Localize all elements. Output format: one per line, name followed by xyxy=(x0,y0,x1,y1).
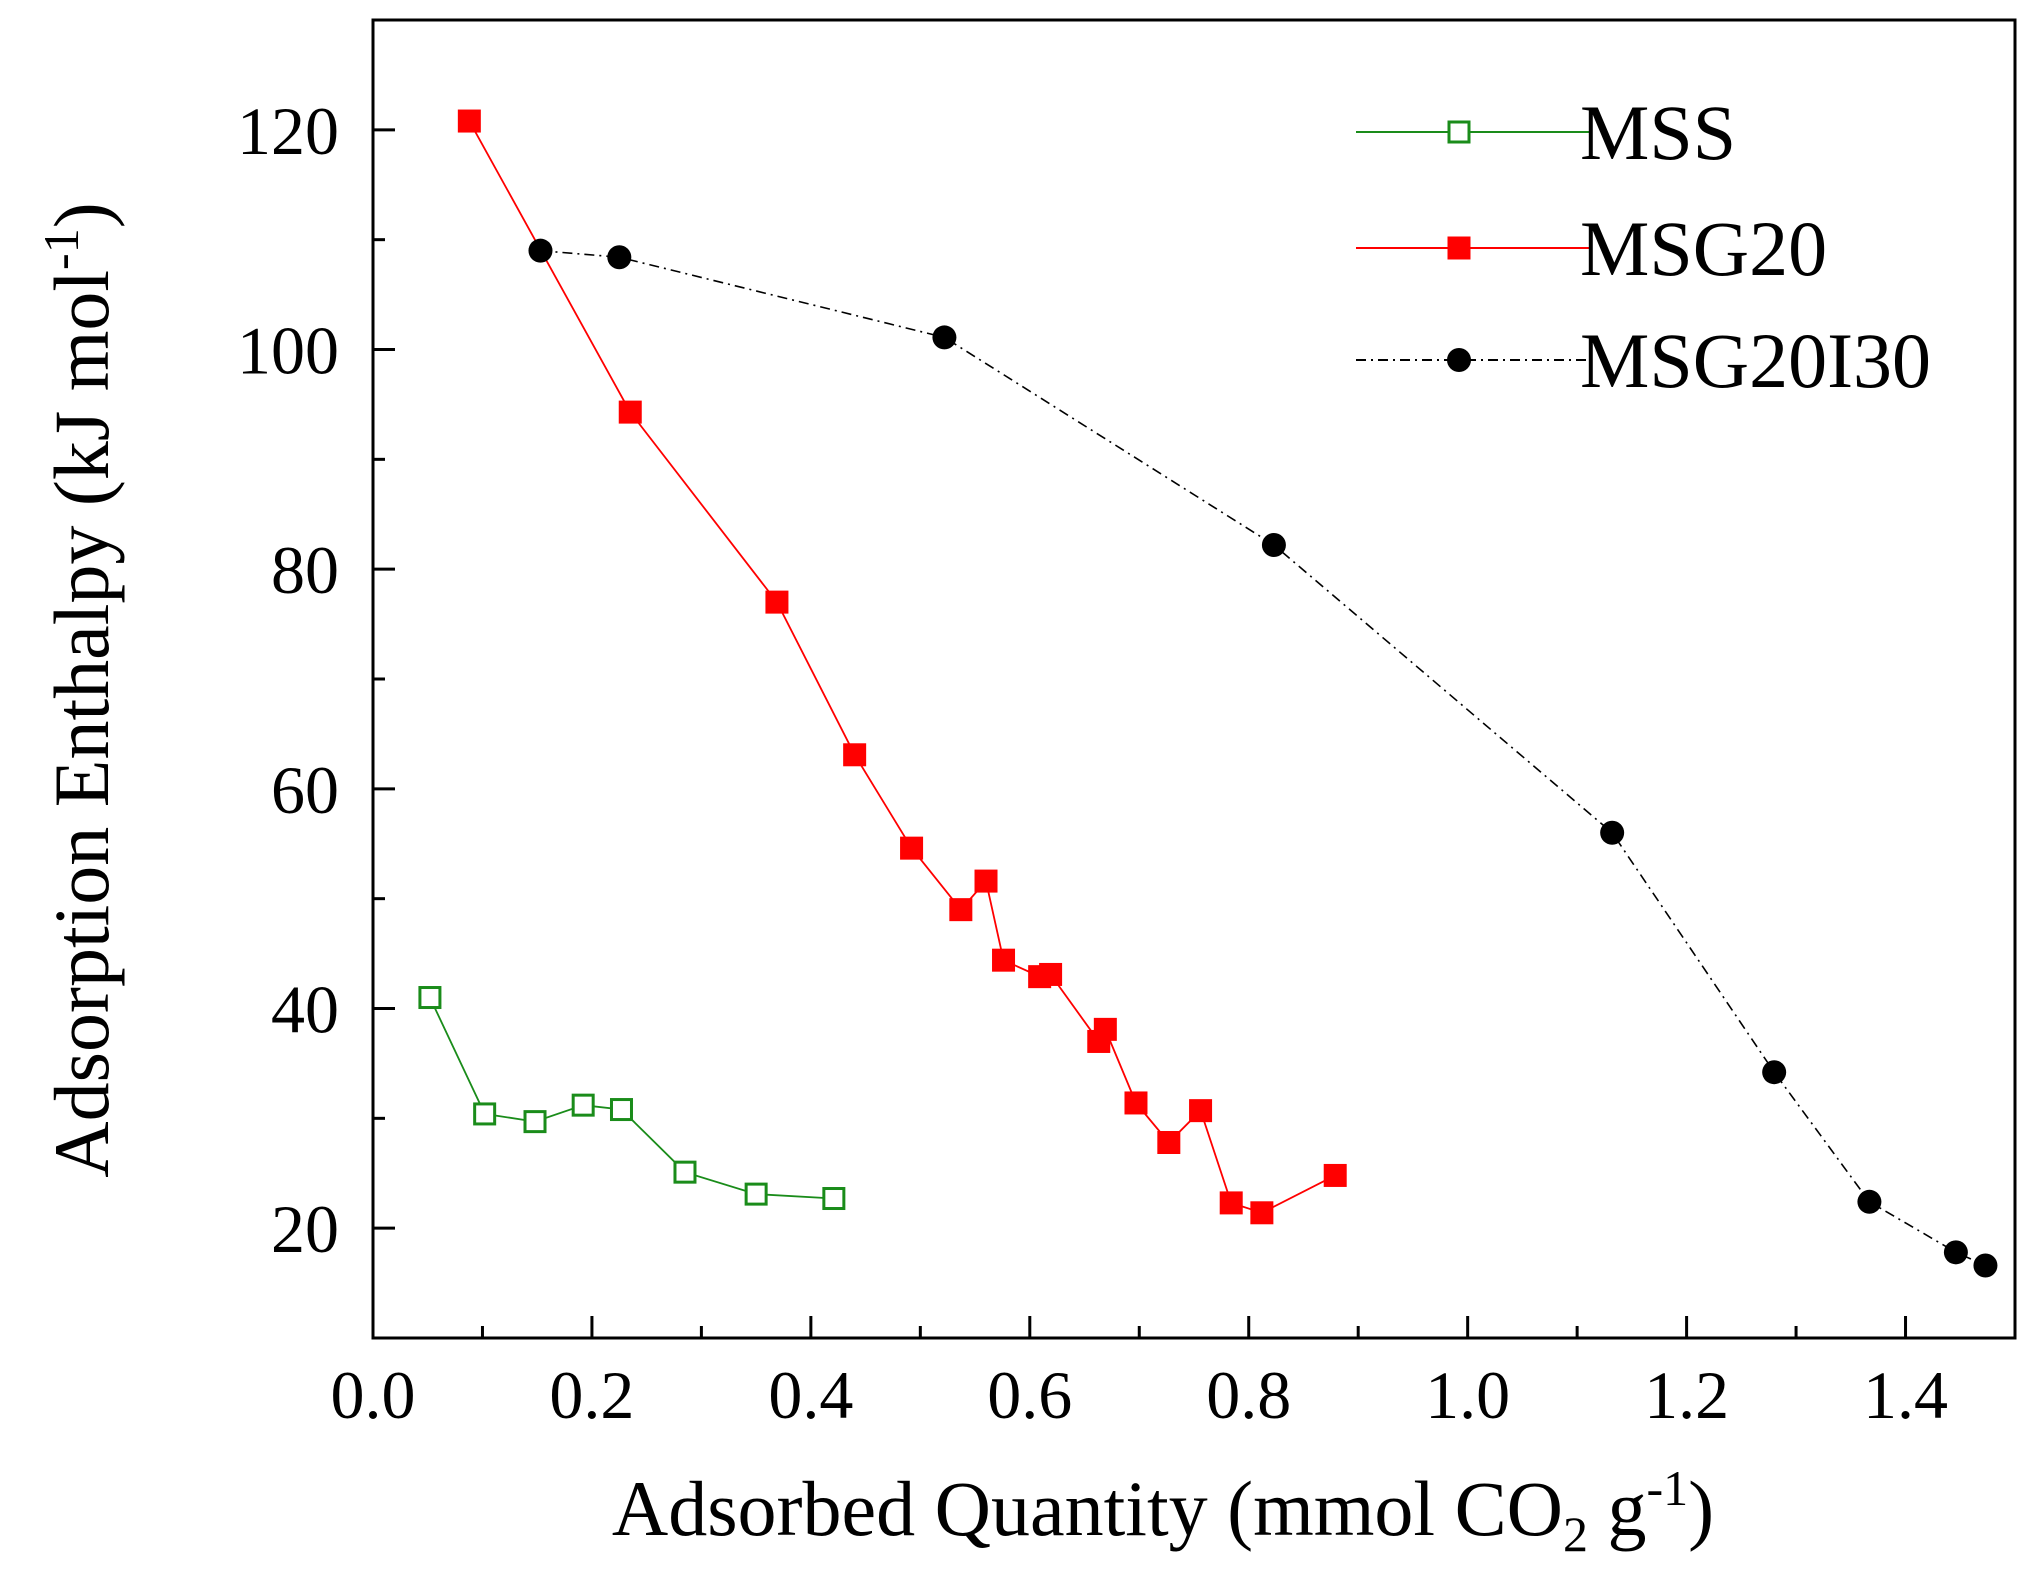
legend-label-msg20: MSG20 xyxy=(1580,205,1827,292)
data-point-msg20 xyxy=(765,590,789,614)
data-point-msg20i30 xyxy=(528,238,553,263)
legend-marker-mss xyxy=(1447,120,1471,144)
data-point-msg20i30 xyxy=(607,245,632,270)
data-point-msg20 xyxy=(1039,962,1063,986)
data-point-msg20 xyxy=(1219,1191,1243,1215)
x-tick-label: 0.4 xyxy=(768,1357,853,1433)
legend-marker-msg20i30 xyxy=(1447,348,1471,372)
data-point-msg20 xyxy=(457,109,481,133)
data-point-msg20 xyxy=(949,898,973,922)
data-point-msg20i30 xyxy=(932,325,957,350)
data-point-mss xyxy=(571,1093,595,1117)
x-tick-label: 0.0 xyxy=(331,1357,416,1433)
data-point-mss xyxy=(523,1110,547,1134)
y-tick-label: 40 xyxy=(271,972,339,1048)
data-point-msg20i30 xyxy=(1943,1240,1968,1265)
y-tick-label: 80 xyxy=(271,532,339,608)
x-axis-title-superscript: -1 xyxy=(1646,1460,1688,1516)
x-tick-label: 0.8 xyxy=(1206,1357,1291,1433)
data-point-mss xyxy=(822,1187,846,1211)
x-tick-label: 0.2 xyxy=(549,1357,634,1433)
series-msg20 xyxy=(457,109,1347,1225)
data-point-msg20 xyxy=(1323,1163,1347,1187)
data-point-msg20 xyxy=(974,869,998,893)
x-axis-title: Adsorbed Quantity (mmol CO2 g-1) xyxy=(612,1460,1714,1562)
data-point-mss xyxy=(744,1182,768,1206)
data-point-msg20 xyxy=(900,836,924,860)
legend-label-msg20i30: MSG20I30 xyxy=(1580,317,1931,404)
x-axis-title-subscript: 2 xyxy=(1563,1506,1588,1562)
data-point-msg20i30 xyxy=(1857,1189,1882,1214)
legend-label-mss: MSS xyxy=(1580,89,1736,176)
data-point-msg20 xyxy=(1250,1201,1274,1225)
x-tick-label: 0.6 xyxy=(987,1357,1072,1433)
series-line-msg20 xyxy=(468,120,1336,1214)
x-axis-title-end: ) xyxy=(1688,1465,1714,1552)
legend-marker-msg20 xyxy=(1447,236,1471,260)
data-point-msg20 xyxy=(1124,1091,1148,1115)
series-line-mss xyxy=(429,997,834,1200)
y-tick-label: 60 xyxy=(271,752,339,828)
data-point-msg20 xyxy=(1157,1130,1181,1154)
y-axis-title-end: ) xyxy=(38,202,125,228)
series-layer xyxy=(418,109,1998,1278)
data-point-mss xyxy=(673,1160,697,1184)
x-tick-label: 1.4 xyxy=(1863,1357,1948,1433)
x-axis-title-mid: g xyxy=(1588,1465,1647,1552)
data-point-msg20i30 xyxy=(1600,820,1625,845)
y-axis-title: Adsorption Enthalpy (kJ mol-1) xyxy=(33,202,125,1177)
y-tick-label: 120 xyxy=(237,93,339,169)
legend: MSS MSG20 MSG20I30 xyxy=(1356,89,1931,404)
y-axis-title-main: Adsorption Enthalpy (kJ mol xyxy=(38,270,125,1178)
data-point-mss xyxy=(473,1102,497,1126)
axis-ticks: 0.0 0.2 0.4 0.6 0.8 1.0 1.2 1.4 20 40 60 80 100 120 xyxy=(237,93,1948,1433)
series-mss xyxy=(418,986,846,1211)
x-tick-label: 1.0 xyxy=(1425,1357,1510,1433)
data-point-mss xyxy=(609,1098,633,1122)
data-point-mss xyxy=(418,986,442,1010)
data-point-msg20i30 xyxy=(1973,1253,1998,1278)
series-msg20i30 xyxy=(528,238,1998,1278)
y-tick-label: 100 xyxy=(237,313,339,389)
y-tick-label: 20 xyxy=(271,1191,339,1267)
x-tick-label: 1.2 xyxy=(1644,1357,1729,1433)
data-point-msg20 xyxy=(618,400,642,424)
data-point-msg20i30 xyxy=(1762,1060,1787,1085)
data-point-msg20 xyxy=(1093,1017,1117,1041)
y-axis-title-superscript: -1 xyxy=(33,228,89,270)
data-point-msg20i30 xyxy=(1261,533,1286,558)
data-point-msg20 xyxy=(992,948,1016,972)
x-axis-title-main: Adsorbed Quantity (mmol CO xyxy=(612,1465,1563,1552)
data-point-msg20 xyxy=(843,743,867,767)
data-point-msg20 xyxy=(1189,1099,1213,1123)
